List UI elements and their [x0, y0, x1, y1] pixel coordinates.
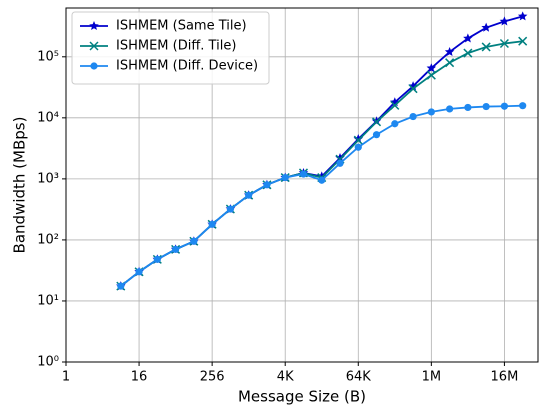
y-tick-label: 10¹: [37, 293, 59, 308]
marker: [499, 16, 510, 26]
x-tick-label: 1M: [422, 370, 442, 385]
marker: [390, 100, 400, 110]
marker: [353, 135, 363, 145]
x-axis-label: Message Size (B): [238, 388, 366, 406]
legend-text: ISHMEM (Diff. Tile): [116, 39, 236, 54]
marker: [519, 102, 527, 110]
marker: [90, 62, 98, 70]
marker: [481, 42, 491, 52]
marker: [226, 205, 235, 213]
marker: [281, 173, 289, 182]
marker: [336, 159, 344, 167]
marker: [426, 63, 437, 73]
legend-text: ISHMEM (Same Tile): [116, 19, 247, 34]
marker: [335, 152, 345, 163]
plot-frame: [65, 7, 539, 363]
x-tick-label: 4K: [277, 370, 294, 385]
marker: [372, 117, 382, 127]
marker: [444, 46, 455, 56]
marker: [426, 70, 436, 80]
x-tick-label: 64K: [346, 370, 372, 385]
marker: [263, 181, 271, 189]
marker: [427, 108, 435, 116]
marker: [190, 237, 198, 245]
marker: [89, 21, 99, 31]
marker: [353, 134, 364, 144]
marker: [408, 84, 418, 94]
y-tick-label: 10⁰: [37, 355, 59, 370]
x-tick-label: 256: [200, 370, 225, 385]
marker: [517, 11, 528, 21]
x-tick-label: 16M: [491, 370, 519, 385]
marker: [464, 103, 472, 112]
marker: [245, 191, 253, 199]
marker: [409, 112, 417, 121]
legend: ISHMEM (Same Tile) ISHMEM (Diff. Tile) ISH…: [71, 11, 270, 85]
y-tick-label: 10²: [37, 232, 59, 247]
x-tick-label: 16: [131, 370, 148, 385]
y-axis-label: Bandwidth (MBps): [11, 117, 29, 254]
marker: [208, 220, 216, 228]
series-line: [120, 104, 523, 287]
marker: [299, 170, 308, 178]
marker: [372, 131, 381, 139]
marker: [499, 38, 509, 49]
marker: [463, 48, 473, 58]
y-tick-label: 10⁴: [37, 110, 59, 125]
marker: [518, 36, 528, 46]
y-tick-label: 10⁵: [37, 49, 59, 64]
marker: [135, 268, 143, 276]
marker: [391, 120, 399, 128]
marker: [463, 33, 473, 43]
marker: [117, 282, 125, 290]
marker: [153, 255, 161, 263]
marker: [445, 58, 455, 68]
marker: [354, 143, 362, 151]
marker: [482, 102, 490, 111]
x-tick-label: 1: [62, 370, 70, 385]
marker: [172, 245, 180, 253]
legend-box: [71, 11, 270, 85]
marker: [481, 22, 491, 32]
marker: [500, 102, 509, 110]
legend-text: ISHMEM (Diff. Device): [116, 59, 258, 74]
marker: [89, 41, 99, 51]
marker: [318, 176, 326, 184]
y-tick-label: 10³: [37, 171, 59, 186]
marker: [446, 105, 454, 113]
